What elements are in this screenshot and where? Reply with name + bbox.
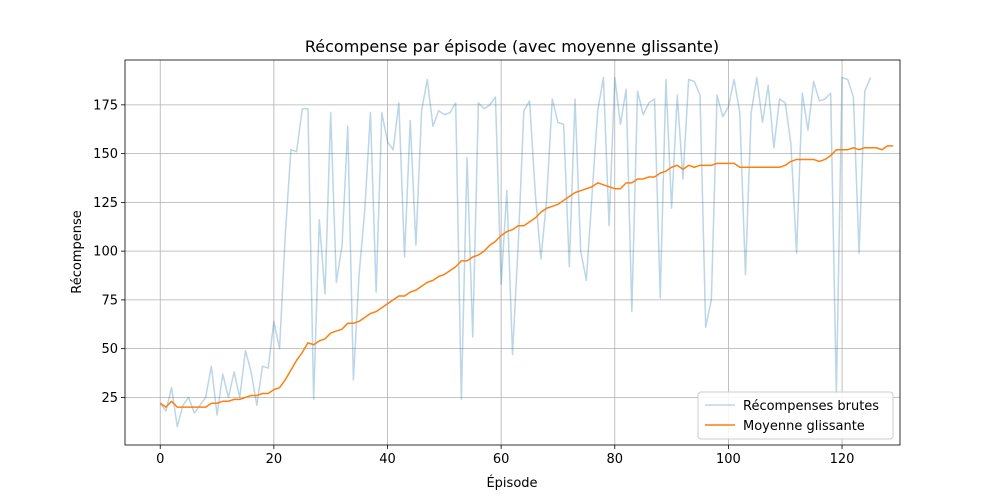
y-tick-label: 125 <box>93 196 118 211</box>
legend-label-avg: Moyenne glissante <box>743 419 865 434</box>
y-axis-ticks: 25 50 75 100 125 150 175 <box>93 98 125 406</box>
legend-label-raw: Récompenses brutes <box>743 399 879 414</box>
x-tick-label: 80 <box>606 452 623 467</box>
y-axis-label: Récompense <box>70 210 85 293</box>
x-tick-label: 20 <box>266 452 283 467</box>
y-tick-label: 50 <box>101 342 118 357</box>
x-tick-label: 40 <box>379 452 396 467</box>
x-tick-label: 0 <box>156 452 164 467</box>
x-tick-label: 60 <box>493 452 510 467</box>
y-tick-label: 175 <box>93 98 118 113</box>
plot-area-frame <box>124 59 901 446</box>
moving-average-line <box>159 145 894 408</box>
x-tick-label: 120 <box>830 452 855 467</box>
chart-title: Récompense par épisode (avec moyenne gli… <box>305 37 719 56</box>
y-tick-label: 150 <box>93 147 118 162</box>
grid <box>125 60 900 445</box>
x-axis-label: Épisode <box>486 475 537 491</box>
y-tick-label: 25 <box>101 391 118 406</box>
y-tick-label: 75 <box>101 293 118 308</box>
series-layer <box>159 76 894 428</box>
raw-rewards-line <box>159 76 872 428</box>
legend-box <box>697 391 894 440</box>
x-axis-ticks: 0 20 40 60 80 100 120 <box>156 445 854 467</box>
y-tick-label: 100 <box>93 245 118 260</box>
x-tick-label: 100 <box>716 452 741 467</box>
legend: Récompenses brutes Moyenne glissante <box>697 391 894 440</box>
